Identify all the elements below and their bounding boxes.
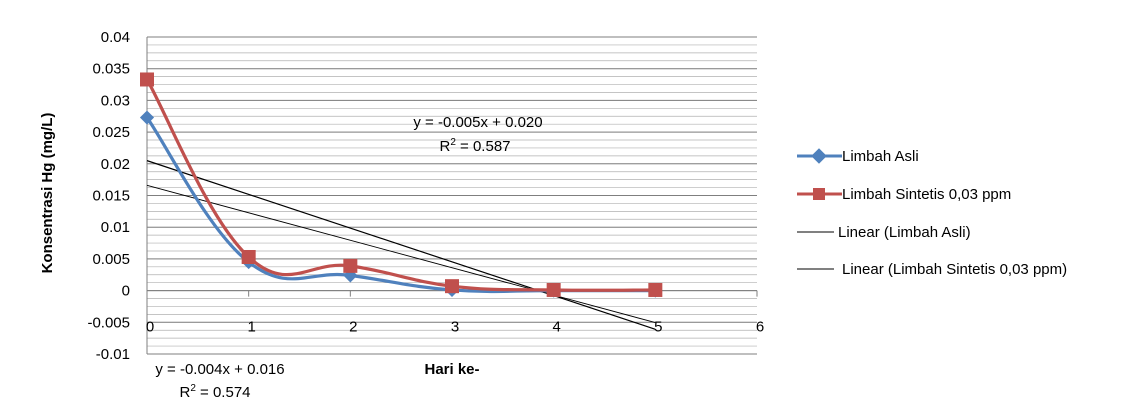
data-point <box>648 282 663 297</box>
y-tick-label: 0.035 <box>92 61 130 78</box>
trendlines <box>146 160 656 330</box>
x-tick-label: 5 <box>654 319 662 336</box>
x-tick-label: 3 <box>451 319 459 336</box>
y-tick-label: 0.02 <box>101 156 130 173</box>
y-tick-label: -0.005 <box>87 314 130 331</box>
x-tick-label: 4 <box>552 319 560 336</box>
trend-equation-limbah-sintetis: y = -0.005x + 0.020 <box>413 114 542 131</box>
y-tick-label: 0.01 <box>101 219 130 236</box>
y-tick-label: 0.005 <box>92 251 130 268</box>
labels: Konsentrasi Hg (mg/L) Hari ke- y = -0.00… <box>39 29 764 401</box>
trend-r2-limbah-asli: R2 = 0.574 <box>179 383 250 401</box>
legend-item-limbah-asli: Limbah Asli <box>797 148 919 165</box>
x-tick-label: 0 <box>146 319 154 336</box>
series-markers <box>139 72 663 298</box>
trend-r2-limbah-sintetis: R2 = 0.587 <box>439 137 510 155</box>
data-point <box>140 72 154 87</box>
data-point <box>241 249 256 264</box>
y-tick-label: 0.03 <box>101 92 130 109</box>
y-axis-title: Konsentrasi Hg (mg/L) <box>39 113 56 274</box>
y-tick-label: 0.04 <box>101 29 130 46</box>
y-tick-label: 0.015 <box>92 188 130 205</box>
legend-label-linear-limbah-sintetis: Linear (Limbah Sintetis 0,03 ppm) <box>842 261 1067 278</box>
data-point <box>343 258 358 273</box>
x-tick-label: 6 <box>756 319 764 336</box>
legend-label-limbah-asli: Limbah Asli <box>842 148 919 165</box>
x-tick-label: 1 <box>247 319 255 336</box>
trend-equation-limbah-asli: y = -0.004x + 0.016 <box>155 361 284 378</box>
trendline <box>146 184 656 324</box>
data-point <box>445 279 459 294</box>
y-tick-label: 0 <box>122 283 130 300</box>
x-axis-title: Hari ke- <box>424 361 479 378</box>
trendline <box>146 160 656 330</box>
legend-label-limbah-sintetis: Limbah Sintetis 0,03 ppm <box>842 186 1011 203</box>
y-tick-label: -0.01 <box>96 346 130 363</box>
legend: Limbah Asli Limbah Sintetis 0,03 ppm Lin… <box>797 148 1067 278</box>
legend-item-linear-limbah-sintetis: Linear (Limbah Sintetis 0,03 ppm) <box>797 261 1067 278</box>
y-tick-label: 0.025 <box>92 124 130 141</box>
legend-item-linear-limbah-asli: Linear (Limbah Asli) <box>797 224 971 241</box>
series-line <box>145 115 657 294</box>
gridlines <box>147 36 757 355</box>
x-tick-label: 2 <box>349 319 357 336</box>
legend-label-linear-limbah-asli: Linear (Limbah Asli) <box>838 224 971 241</box>
data-point <box>546 282 561 297</box>
legend-item-limbah-sintetis: Limbah Sintetis 0,03 ppm <box>797 186 1011 203</box>
